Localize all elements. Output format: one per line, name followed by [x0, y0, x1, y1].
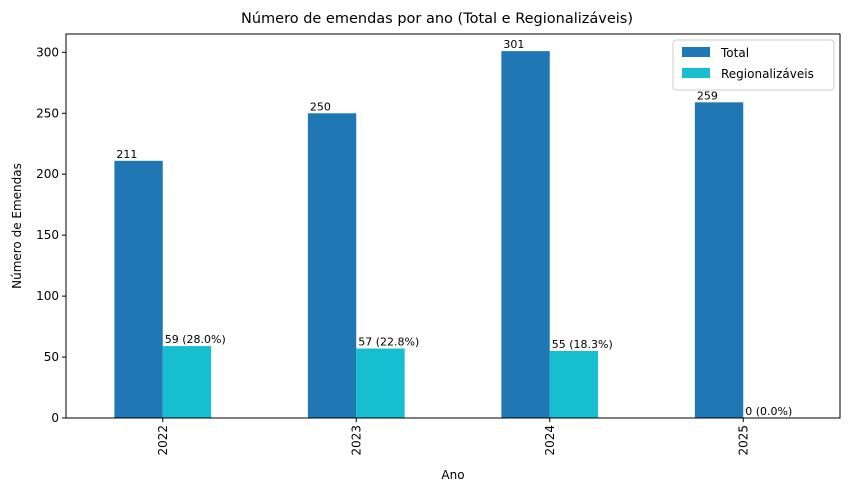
- data-label: 57 (22.8%): [358, 336, 419, 349]
- y-tick-label: 200: [36, 167, 59, 181]
- y-tick-label: 300: [36, 45, 59, 59]
- bar-regionaliz-veis-2023: [356, 348, 405, 418]
- x-tick-label: 2022: [156, 425, 170, 456]
- y-tick-label: 0: [51, 411, 59, 425]
- data-label: 0 (0.0%): [745, 405, 792, 418]
- legend-label: Regionalizáveis: [721, 67, 814, 81]
- bar-total-2024: [501, 51, 550, 418]
- y-tick-label: 50: [44, 350, 59, 364]
- legend: Total Regionalizáveis: [672, 39, 835, 91]
- plot-frame: [65, 33, 841, 419]
- y-axis-label: Número de Emendas: [10, 163, 24, 289]
- legend-swatch: [682, 68, 710, 78]
- data-label: 259: [697, 89, 718, 102]
- legend-label: Total: [720, 46, 749, 60]
- data-label: 301: [503, 38, 524, 51]
- x-axis-label: Ano: [441, 468, 464, 482]
- y-tick-label: 150: [36, 228, 59, 242]
- bar-total-2025: [694, 102, 744, 418]
- data-label: 211: [116, 148, 137, 161]
- data-label: 250: [310, 100, 331, 113]
- bar-total-2023: [307, 113, 357, 418]
- x-tick-label: 2024: [543, 425, 557, 456]
- y-tick-label: 250: [36, 106, 59, 120]
- bar-total-2022: [114, 160, 163, 418]
- y-tick-label: 100: [36, 289, 59, 303]
- x-tick-label: 2025: [736, 425, 750, 456]
- chart-title: Número de emendas por ano (Total e Regio…: [241, 11, 633, 27]
- data-label: 59 (28.0%): [165, 333, 226, 346]
- x-tick-label: 2023: [349, 425, 363, 456]
- bar-regionaliz-veis-2022: [162, 346, 212, 418]
- data-label: 55 (18.3%): [552, 338, 613, 351]
- bar-regionaliz-veis-2024: [549, 350, 599, 418]
- legend-box: [672, 39, 835, 91]
- legend-swatch: [682, 47, 710, 57]
